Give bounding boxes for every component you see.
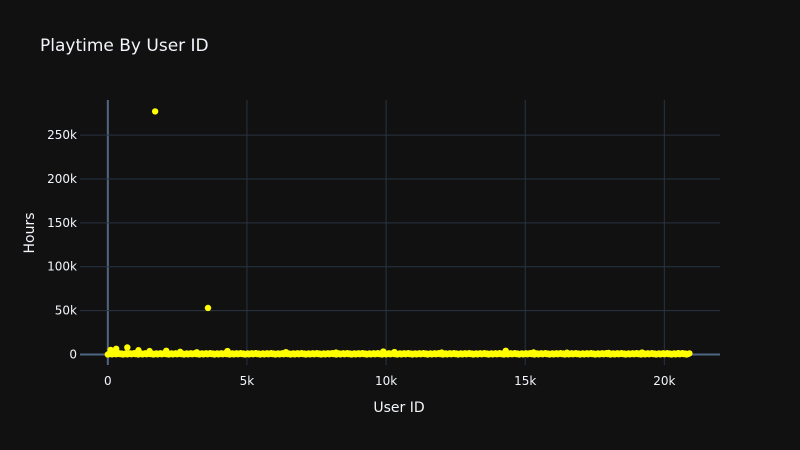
data-point	[391, 348, 398, 356]
data-points	[104, 108, 693, 358]
data-point	[563, 349, 571, 356]
data-point	[176, 348, 184, 356]
data-point	[686, 350, 693, 357]
data-point	[332, 349, 340, 356]
x-tick-label: 5k	[240, 374, 255, 388]
axes: 0 5k 10k 15k 20k 0 50k 100k 150k 200k 250k	[47, 128, 675, 388]
data-point	[146, 347, 153, 355]
data-point	[530, 349, 537, 356]
x-tick-label: 15k	[514, 374, 536, 388]
data-point	[135, 347, 142, 354]
data-point	[282, 348, 290, 356]
y-tick-label: 100k	[47, 260, 77, 274]
data-point	[163, 347, 170, 354]
data-point	[124, 344, 131, 351]
data-point	[675, 349, 682, 357]
y-tick-label: 200k	[47, 172, 77, 186]
y-tick-label: 150k	[47, 216, 77, 230]
data-point	[204, 304, 212, 312]
data-point	[151, 108, 159, 115]
data-point	[605, 349, 612, 357]
data-point	[107, 346, 114, 354]
y-tick-label: 50k	[55, 304, 77, 318]
data-point	[224, 347, 231, 355]
y-axis-title: Hours	[22, 212, 38, 253]
data-point	[112, 345, 120, 352]
y-tick-label: 0	[69, 347, 77, 361]
y-tick-label: 250k	[47, 128, 77, 142]
chart-title: Playtime By User ID	[40, 36, 209, 56]
data-point	[502, 347, 509, 354]
data-point	[193, 349, 201, 356]
data-point	[380, 348, 387, 355]
x-axis-title: User ID	[373, 400, 424, 416]
x-tick-label: 0	[104, 374, 112, 388]
x-tick-label: 10k	[375, 374, 397, 388]
x-tick-label: 20k	[653, 374, 675, 388]
grid-lines	[80, 100, 720, 365]
data-point	[638, 349, 646, 356]
data-point	[438, 349, 445, 356]
